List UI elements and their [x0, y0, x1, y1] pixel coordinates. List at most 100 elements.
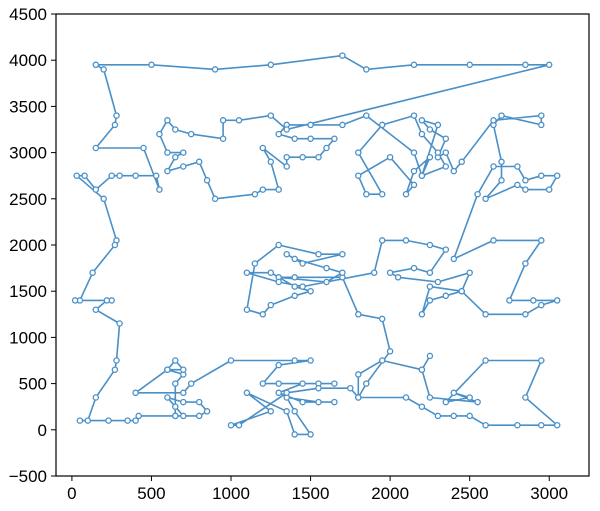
data-point [275, 380, 282, 387]
data-point [378, 315, 386, 323]
data-point [113, 112, 120, 119]
data-point [291, 292, 298, 300]
data-point [299, 398, 306, 406]
data-point [235, 117, 243, 124]
data-point [450, 167, 458, 175]
data-point [227, 357, 235, 364]
data-point [426, 283, 434, 290]
data-point [108, 172, 115, 179]
data-point [466, 394, 473, 401]
data-point [522, 311, 529, 318]
data-point [339, 52, 346, 59]
data-point [275, 186, 282, 193]
data-point [243, 269, 251, 276]
data-point [434, 121, 442, 129]
data-point [434, 412, 442, 420]
data-point [466, 269, 473, 276]
data-point [172, 153, 179, 161]
data-point [105, 417, 112, 424]
data-point [307, 135, 314, 142]
data-point [498, 158, 505, 166]
data-point [370, 269, 378, 276]
data-point [259, 186, 267, 193]
data-point [156, 130, 163, 138]
data-point [450, 412, 458, 420]
data-point [172, 412, 179, 420]
data-point [187, 380, 195, 387]
data-point [458, 158, 465, 166]
data-point [164, 394, 171, 401]
data-point [283, 250, 290, 258]
data-point [490, 163, 497, 170]
data-point [84, 417, 92, 424]
data-point [307, 431, 314, 438]
data-point [299, 380, 306, 387]
data-point [363, 380, 370, 387]
data-point [195, 158, 203, 166]
data-point [545, 186, 553, 193]
data-point [307, 121, 314, 129]
data-point [111, 241, 119, 249]
data-point [553, 421, 561, 429]
data-point [378, 190, 386, 198]
data-point [132, 389, 139, 397]
data-point [73, 172, 80, 179]
data-point [355, 311, 362, 318]
data-point [410, 181, 418, 189]
y-tick-label: 4000 [9, 51, 47, 70]
data-point [180, 412, 187, 420]
data-point [291, 274, 298, 281]
data-point [410, 61, 418, 69]
axis-ticks: 0 500 1000 1500 2000 2500 3000 −500 0 500 1000 1500… [9, 5, 568, 503]
data-point [235, 421, 243, 429]
data-point [522, 186, 529, 193]
data-point [111, 366, 119, 373]
x-tick-label: 0 [67, 484, 76, 503]
data-point [458, 287, 465, 295]
data-point [219, 135, 227, 142]
data-point [418, 117, 426, 124]
data-point [164, 366, 171, 373]
data-point [442, 246, 450, 253]
data-point [172, 380, 179, 387]
data-point [482, 195, 489, 203]
data-point [283, 153, 290, 161]
data-point [315, 384, 322, 392]
data-point [203, 408, 211, 415]
data-point [514, 181, 521, 189]
x-tick-label: 2000 [371, 484, 409, 503]
data-point [426, 297, 434, 304]
data-point [402, 237, 410, 244]
y-tick-label: 0 [38, 421, 47, 440]
data-point [378, 121, 386, 129]
data-point [275, 241, 282, 249]
data-point [275, 278, 282, 286]
data-point [148, 61, 155, 69]
data-point [275, 361, 282, 369]
data-point [100, 66, 107, 73]
data-point [172, 403, 179, 410]
data-point [450, 255, 458, 263]
data-point [267, 112, 275, 119]
data-point [482, 421, 489, 429]
data-point [291, 408, 298, 415]
data-point [267, 61, 275, 69]
data-point [140, 144, 147, 152]
data-point [172, 357, 179, 364]
data-point [410, 112, 418, 119]
data-point [386, 269, 394, 276]
data-point [490, 117, 497, 124]
data-point [442, 149, 450, 156]
data-point [92, 144, 100, 152]
data-point [92, 186, 100, 193]
y-tick-label: 500 [19, 375, 47, 394]
data-point [410, 149, 418, 156]
data-point [111, 121, 119, 129]
x-tick-label: 1000 [212, 484, 250, 503]
data-point [363, 190, 370, 198]
data-point [426, 269, 434, 276]
data-point [378, 357, 386, 364]
data-point [331, 135, 338, 142]
data-point [291, 283, 298, 290]
data-point [76, 417, 84, 424]
